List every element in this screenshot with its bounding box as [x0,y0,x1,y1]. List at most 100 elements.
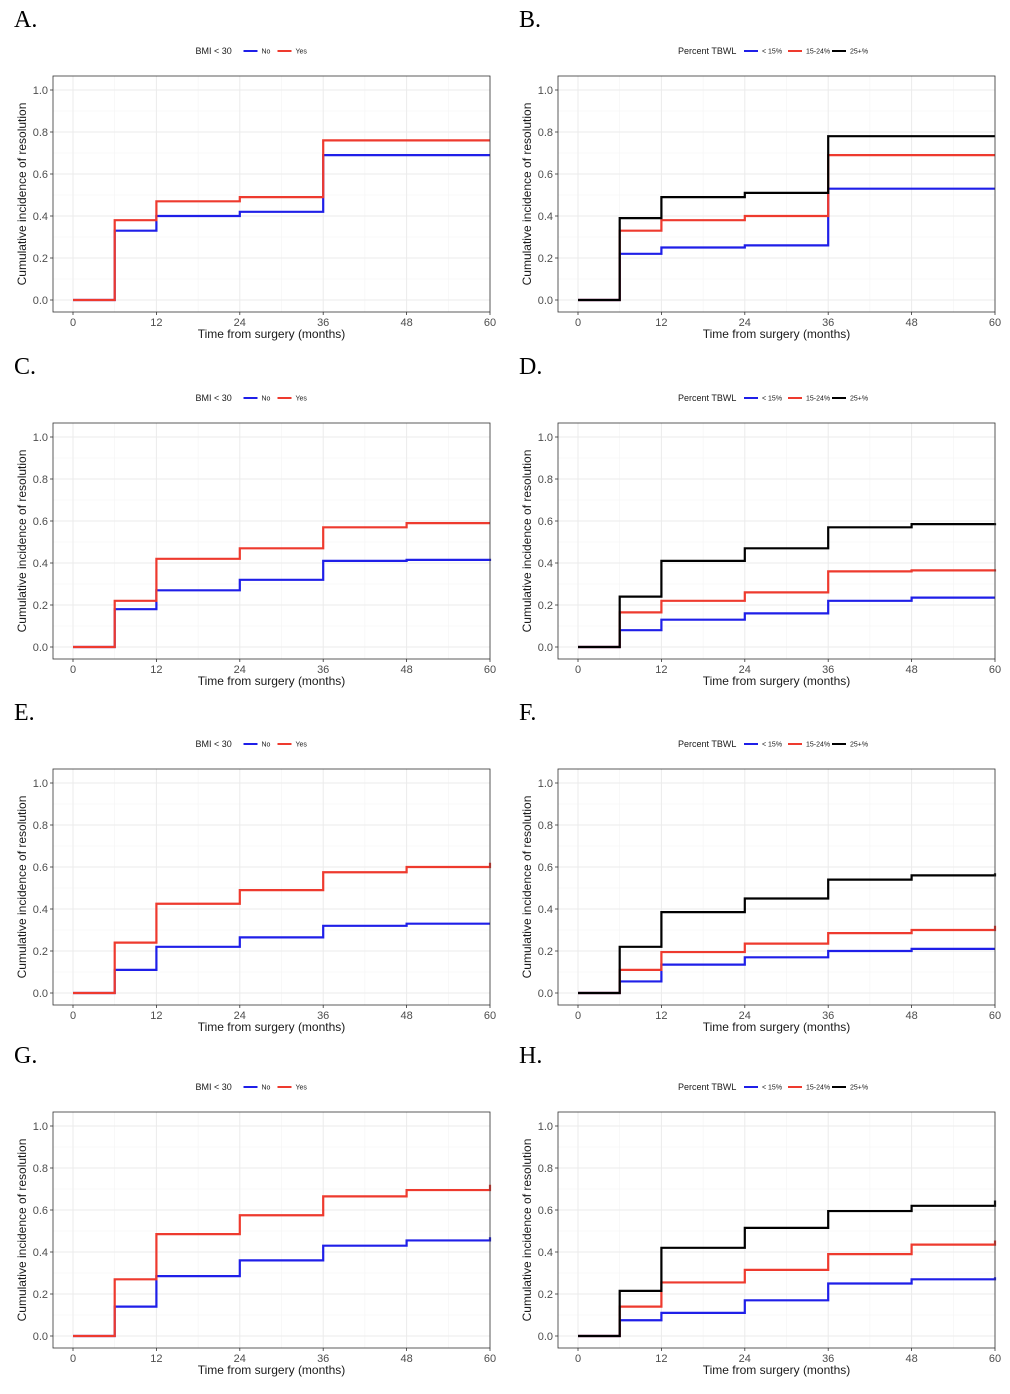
x-tick-label: 36 [822,1353,834,1365]
x-tick-label: 36 [822,664,834,676]
plot-background [558,769,995,1005]
km-chart: E. BMI < 30 No Yes 0 12 24 36 48 60 0.0 0.2 0.4 0.6 0.… [14,700,496,1034]
plot-frame [557,422,996,660]
panel-label: G. [14,1043,37,1069]
plot-frame [52,1111,491,1349]
y-tick-label: 0.0 [538,295,553,307]
km-chart: F. Percent TBWL < 15% 15-24% 25+% 0 12 24 36 48 60… [519,700,1001,1034]
x-tick-label: 36 [317,664,329,676]
legend-entry: 15-24% [806,49,830,56]
chart-panel: F. Percent TBWL < 15% 15-24% 25+% 0 12 24 36 48 60… [505,693,1010,1038]
chart-panel: H. Percent TBWL < 15% 15-24% 25+% 0 12 24 36 48 60… [505,1036,1010,1381]
y-tick-label: 0.6 [33,862,48,874]
x-tick-label: 12 [150,1353,162,1365]
panel-label: D. [519,354,542,380]
x-axis-label: Time from surgery (months) [198,327,346,341]
series-line [578,523,997,649]
y-axis-label: Cumulative incidence of resolution [520,796,534,979]
y-tick-label: 0.6 [33,1205,48,1217]
legend-title: Percent TBWL [678,46,736,56]
km-chart: G. BMI < 30 No Yes 0 12 24 36 48 60 0.0 0.2 0.4 0.6 0.… [14,1043,496,1377]
y-tick-label: 0.4 [33,558,48,570]
x-tick-label: 60 [484,664,496,676]
y-tick-label: 0.8 [538,1163,553,1175]
y-tick-label: 0.2 [538,600,553,612]
legend-entry: No [262,396,271,403]
x-tick-label: 12 [150,1010,162,1022]
km-chart: H. Percent TBWL < 15% 15-24% 25+% 0 12 24 36 48 60… [519,1043,1001,1377]
legend-entry: No [262,742,271,749]
y-tick-label: 1.0 [538,1121,553,1133]
y-tick-label: 0.4 [33,211,48,223]
panel-label: E. [14,700,35,726]
y-tick-label: 1.0 [33,1121,48,1133]
legend-entry: Yes [296,396,308,403]
km-chart: D. Percent TBWL < 15% 15-24% 25+% 0 12 24 36 48 60… [519,354,1001,688]
legend-entry: 15-24% [806,396,830,403]
x-tick-label: 0 [575,1353,581,1365]
y-tick-label: 0.2 [33,253,48,265]
x-tick-label: 12 [655,1010,667,1022]
plot-frame [557,1111,996,1349]
x-tick-label: 60 [484,1353,496,1365]
x-tick-label: 60 [989,1353,1001,1365]
legend-entry: 25+% [850,1085,868,1092]
legend-title: Percent TBWL [678,1082,736,1092]
legend-entry: No [262,1085,271,1092]
legend-entry: No [262,49,271,56]
y-tick-label: 0.4 [538,211,553,223]
y-tick-label: 0.8 [33,127,48,139]
x-tick-label: 24 [234,317,246,329]
y-tick-label: 0.8 [33,820,48,832]
legend-title: BMI < 30 [196,393,232,403]
x-tick-label: 60 [989,1010,1001,1022]
y-tick-label: 0.4 [33,904,48,916]
x-tick-label: 60 [484,1010,496,1022]
series-line [578,135,995,302]
x-axis-label: Time from surgery (months) [703,674,851,688]
x-tick-label: 48 [905,664,917,676]
y-tick-label: 0.6 [33,516,48,528]
x-tick-label: 24 [739,664,751,676]
legend-entry: 25+% [850,396,868,403]
x-tick-label: 0 [575,1010,581,1022]
y-axis-label: Cumulative incidence of resolution [15,450,29,633]
y-tick-label: 1.0 [33,85,48,97]
x-tick-label: 24 [739,1353,751,1365]
x-tick-label: 24 [739,317,751,329]
y-tick-label: 0.8 [538,127,553,139]
y-tick-label: 0.4 [538,1247,553,1259]
series-line [578,1200,997,1338]
panel-label: A. [14,7,37,33]
plot-background [53,76,490,312]
x-tick-label: 48 [400,317,412,329]
y-tick-label: 0.6 [538,516,553,528]
legend-entry: < 15% [762,1085,782,1092]
y-axis-label: Cumulative incidence of resolution [520,103,534,286]
legend-entry: 25+% [850,49,868,56]
x-axis-label: Time from surgery (months) [198,674,346,688]
y-axis-label: Cumulative incidence of resolution [15,103,29,286]
y-tick-label: 1.0 [33,778,48,790]
y-tick-label: 0.8 [538,474,553,486]
x-tick-label: 24 [234,1010,246,1022]
x-tick-label: 24 [234,1353,246,1365]
x-tick-label: 48 [400,1010,412,1022]
chart-panel: C. BMI < 30 No Yes 0 12 24 36 48 60 0.0 0.2 0.4 0.6 0.… [0,347,505,692]
panel-label: C. [14,354,36,380]
y-axis-label: Cumulative incidence of resolution [520,1139,534,1322]
x-tick-label: 36 [822,1010,834,1022]
series-line [73,862,492,995]
x-tick-label: 48 [905,1353,917,1365]
y-tick-label: 0.8 [33,474,48,486]
y-tick-label: 0.2 [33,600,48,612]
legend-title: BMI < 30 [196,46,232,56]
legend-title: BMI < 30 [196,1082,232,1092]
y-tick-label: 0.2 [33,946,48,958]
x-tick-label: 36 [317,317,329,329]
legend-entry: < 15% [762,49,782,56]
y-tick-label: 0.8 [33,1163,48,1175]
chart-panel: D. Percent TBWL < 15% 15-24% 25+% 0 12 24 36 48 60… [505,347,1010,692]
y-axis-label: Cumulative incidence of resolution [15,1139,29,1322]
plot-background [558,423,995,659]
